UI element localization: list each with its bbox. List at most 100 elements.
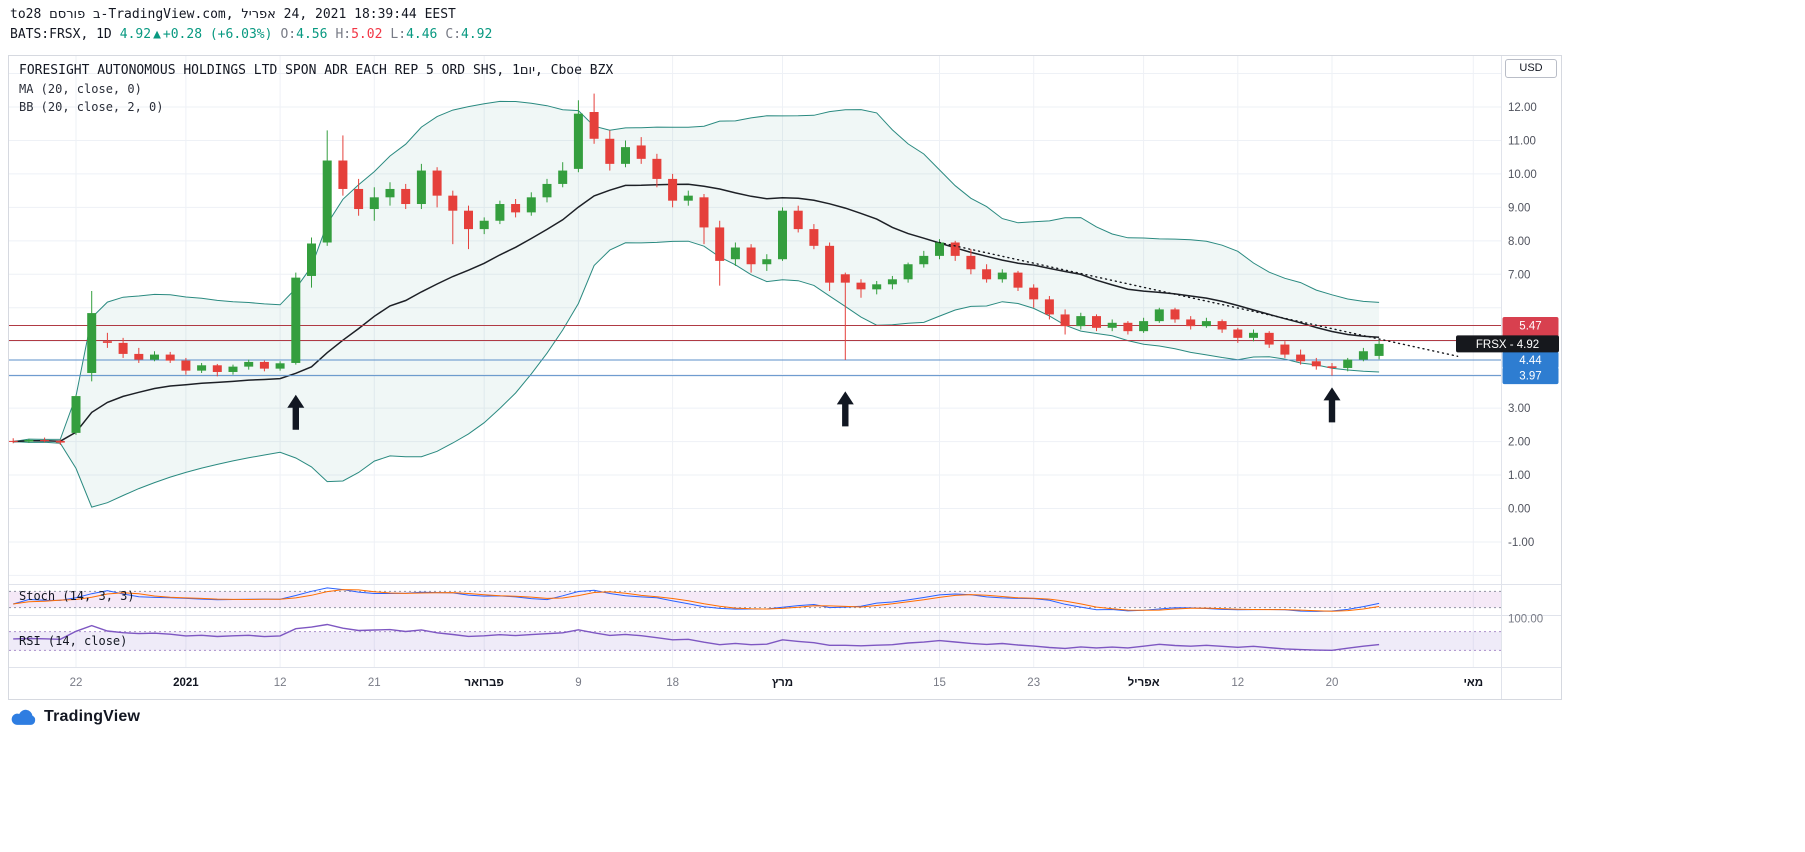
candle-body <box>71 396 81 433</box>
up-arrow-annotation[interactable] <box>287 394 305 430</box>
candle-body <box>181 360 191 371</box>
stoch-band-fill <box>9 591 1501 608</box>
current-price-label: FRSX - 4.92 <box>1476 339 1539 351</box>
time-axis-label: 20 <box>1326 677 1339 689</box>
candle-body <box>102 341 112 343</box>
candle-body <box>244 361 254 367</box>
up-arrow-icon: ▲ <box>153 27 161 42</box>
candle-body <box>1107 322 1117 328</box>
price-line-label-box <box>1502 316 1559 334</box>
candle-body <box>1280 344 1290 355</box>
bb-indicator-label[interactable]: BB (20, close, 2, 0) <box>19 100 164 114</box>
candle-body <box>197 365 207 371</box>
ma-line[interactable] <box>13 183 1380 443</box>
stoch-indicator-label[interactable]: Stoch (14, 3, 3) <box>19 589 135 603</box>
price-line-label-box <box>1502 367 1559 385</box>
candle-body <box>1296 354 1306 362</box>
candle-body <box>307 243 316 276</box>
candle-body <box>1186 319 1196 327</box>
candle-body <box>212 365 222 372</box>
candle-body <box>589 111 599 139</box>
candle-body <box>369 197 379 210</box>
candle-body <box>840 274 850 283</box>
candle-body <box>511 204 521 213</box>
time-axis-label: 18 <box>666 677 679 689</box>
candle-body <box>291 277 301 363</box>
candle-body <box>275 363 285 369</box>
candle-body <box>809 229 819 246</box>
candle-body <box>165 354 175 361</box>
candle-body <box>1060 314 1070 327</box>
rsi-indicator-label[interactable]: RSI (14, close) <box>19 634 128 648</box>
ohlc-value: 4.92 <box>461 27 493 42</box>
candle-body <box>55 440 65 443</box>
price-change: +0.28 (+6.03%) <box>162 27 273 42</box>
candle-body <box>935 242 944 256</box>
stoch-pane[interactable] <box>9 587 1501 612</box>
trendline[interactable] <box>938 241 1459 357</box>
symbol-name[interactable]: BATS:FRSX, 1D <box>10 27 112 42</box>
candle-body <box>24 439 34 442</box>
time-axis-label: אפריל <box>1128 676 1160 689</box>
ohlc-value: 5.02 <box>351 27 383 42</box>
candle-body <box>134 353 144 360</box>
candle-body <box>982 269 992 280</box>
candle-body <box>715 227 725 261</box>
candle-body <box>1233 329 1243 338</box>
candle-body <box>150 354 159 360</box>
candle-body <box>1170 309 1180 320</box>
candle-body <box>558 170 568 184</box>
candle-body <box>228 366 238 372</box>
candles-series[interactable] <box>9 93 1384 445</box>
ma-indicator-label[interactable]: MA (20, close, 0) <box>19 82 142 96</box>
chart-area[interactable]: 13.0012.0011.0010.009.008.007.003.002.00… <box>8 55 1562 700</box>
candle-body <box>118 342 128 354</box>
price-line-label-box <box>1502 351 1559 369</box>
candle-body <box>1029 287 1039 300</box>
candle-body <box>636 145 646 159</box>
candle-body <box>1374 343 1384 356</box>
candle-body <box>730 247 740 260</box>
candle-body <box>966 255 976 270</box>
up-arrow-annotation[interactable] <box>1323 387 1341 423</box>
instrument-title[interactable]: FORESIGHT AUTONOMOUS HOLDINGS LTD SPON A… <box>19 63 614 78</box>
rsi-line <box>13 623 1380 652</box>
candle-body <box>464 210 473 230</box>
candle-body <box>354 188 364 210</box>
price-tick-label: 7.00 <box>1508 269 1530 281</box>
rsi-pane[interactable] <box>9 623 1501 652</box>
logo-text[interactable]: TradingView <box>44 708 141 725</box>
time-axis-label: 21 <box>368 677 381 689</box>
price-tick-label: 3.00 <box>1508 403 1530 415</box>
price-tick-label: 8.00 <box>1508 236 1530 248</box>
candle-body <box>652 158 662 179</box>
time-axis-label: מאי <box>1463 677 1483 689</box>
bollinger-bands[interactable] <box>13 100 1380 508</box>
time-axis[interactable]: 22 2021 12 21 פברואר 9 18 מרץ 15 23 אפריל 12 20 מאי <box>70 676 1484 689</box>
candle-body <box>778 210 787 260</box>
candle-body <box>40 439 50 441</box>
tradingview-cloud-logo-icon[interactable] <box>10 708 37 726</box>
candle-body <box>668 178 678 201</box>
candle-body <box>1327 366 1337 368</box>
currency-toggle-button[interactable]: USD <box>1505 59 1557 78</box>
candle-body <box>1311 361 1321 367</box>
price-tick-label: 10.00 <box>1508 169 1537 181</box>
candle-body <box>401 188 411 205</box>
candle-body <box>1123 322 1133 332</box>
time-axis-label: 22 <box>70 677 83 689</box>
price-chart-canvas[interactable]: 13.0012.0011.0010.009.008.007.003.002.00… <box>9 56 1561 699</box>
candle-body <box>793 210 803 230</box>
up-arrow-annotation[interactable] <box>836 391 854 427</box>
candle-body <box>259 361 269 369</box>
symbol-info-bar: BATS:FRSX, 1D 4.92 ▲ +0.28 (+6.03%) O:4.… <box>10 27 500 42</box>
candle-body <box>9 440 18 442</box>
candle-body <box>683 195 693 201</box>
time-axis-label: 12 <box>1231 677 1244 689</box>
time-axis-label: 12 <box>274 677 287 689</box>
ohlc-label: H: <box>335 27 352 42</box>
candle-body <box>432 170 442 196</box>
candle-body <box>416 170 426 205</box>
rsi-band-fill <box>9 631 1501 651</box>
